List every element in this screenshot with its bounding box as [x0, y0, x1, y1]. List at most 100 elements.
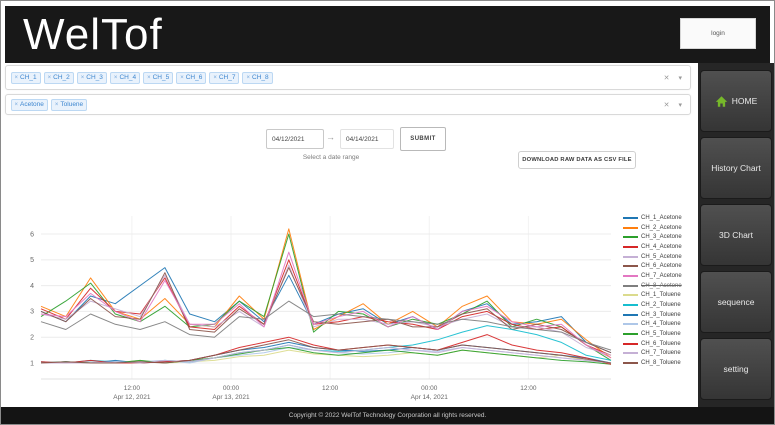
remove-tag-icon[interactable]: × — [80, 74, 85, 81]
x-tick-time: 00:00 — [421, 385, 438, 392]
history-chart-svg: 1 2 3 4 5 6 12:00 Apr 12, 2021 00:00 Apr 13, 2021… — [30, 216, 612, 401]
sidebar-item-home[interactable]: HOME — [700, 70, 772, 132]
tag-channel-ch_3[interactable]: × CH_3 — [76, 71, 107, 84]
legend-item-ch_3_acetone[interactable]: CH_3_Acetone — [623, 232, 682, 242]
remove-tag-icon[interactable]: × — [213, 74, 217, 81]
login-button[interactable]: login — [680, 18, 756, 49]
legend-item-ch_7_acetone[interactable]: CH_7_Acetone — [623, 271, 682, 281]
y-tick-label: 5 — [30, 257, 34, 264]
submit-button[interactable]: SUBMIT — [400, 127, 446, 151]
legend-item-ch_4_acetone[interactable]: CH_4_Acetone — [623, 242, 682, 252]
legend-item-ch_1_acetone[interactable]: CH_1_Acetone — [623, 213, 682, 223]
tag-channel-ch_4[interactable]: × CH_4 — [109, 71, 141, 84]
tag-label: CH_2 — [53, 74, 70, 81]
sidebar-item-label: HOME — [731, 96, 758, 106]
history-chart: 1 2 3 4 5 6 12:00 Apr 12, 2021 00:00 Apr 13, 2021… — [1, 196, 701, 408]
download-csv-button[interactable]: DOWNLOAD RAW DATA AS CSV FILE — [518, 151, 636, 169]
x-tick-date: Apr 13, 2021 — [212, 394, 250, 401]
remove-tag-icon[interactable]: × — [14, 74, 19, 81]
sidebar-item-sequence[interactable]: sequence — [700, 271, 772, 333]
legend-label: CH_4_Toluene — [641, 321, 681, 328]
tag-compound-acetone[interactable]: × Acetone — [10, 98, 48, 111]
series-line-ch_1_acetone — [40, 267, 612, 354]
header: WelTof login — [5, 6, 770, 63]
footer: Copyright © 2022 WelTof Technology Corpo… — [1, 407, 774, 424]
series-line-ch_7_toluene — [41, 344, 612, 364]
copyright-text: Copyright © 2022 WelTof Technology Corpo… — [288, 412, 487, 419]
legend-item-ch_6_toluene[interactable]: CH_6_Toluene — [623, 339, 682, 349]
tag-channel-ch_1[interactable]: × CH_1 — [10, 71, 41, 84]
sidebar-item-setting[interactable]: setting — [700, 338, 772, 400]
tag-label: CH_4 — [119, 74, 137, 81]
clear-all-icon[interactable]: ✕ — [663, 74, 670, 82]
remove-tag-icon[interactable]: × — [113, 74, 118, 81]
tag-label: Toluene — [60, 101, 84, 108]
y-tick-label: 2 — [30, 335, 34, 342]
legend-label: CH_4_Acetone — [641, 243, 682, 250]
series-line-ch_8_toluene — [40, 339, 612, 364]
legend-item-ch_3_toluene[interactable]: CH_3_Toluene — [623, 310, 682, 320]
sidebar-item-label: 3D Chart — [718, 230, 753, 240]
series-line-ch_6_acetone — [40, 267, 612, 354]
legend-item-ch_4_toluene[interactable]: CH_4_Toluene — [623, 320, 682, 330]
x-tick-time: 12:00 — [322, 385, 339, 392]
legend-label: CH_2_Acetone — [641, 224, 682, 231]
legend-swatch — [623, 362, 638, 365]
legend-item-ch_5_toluene[interactable]: CH_5_Toluene — [623, 329, 682, 339]
legend-item-ch_6_acetone[interactable]: CH_6_Acetone — [623, 261, 682, 271]
remove-tag-icon[interactable]: × — [147, 74, 151, 81]
sidebar-item-label: setting — [723, 364, 749, 374]
legend-swatch — [623, 255, 638, 258]
legend-label: CH_2_Toluene — [641, 302, 681, 309]
start-date-input[interactable] — [266, 129, 324, 149]
legend-item-ch_8_acetone[interactable]: CH_8_Acetone — [623, 281, 682, 291]
series-line-ch_7_acetone — [40, 251, 612, 359]
clear-all-icon[interactable]: ✕ — [663, 101, 670, 109]
compound-multiselect[interactable]: × Acetone × Toluene ✕ ▾ — [5, 94, 691, 115]
x-tick-date: Apr 12, 2021 — [113, 394, 151, 401]
end-date-input[interactable] — [340, 129, 394, 149]
series-line-ch_5_toluene — [40, 347, 612, 365]
x-tick-time: 00:00 — [223, 385, 240, 392]
tag-label: Acetone — [20, 101, 44, 108]
legend-item-ch_1_toluene[interactable]: CH_1_Toluene — [623, 291, 682, 301]
tag-channel-ch_5[interactable]: × CH_5 — [143, 71, 174, 84]
chevron-down-icon[interactable]: ▾ — [678, 74, 682, 82]
sidebar-item-history-chart[interactable]: History Chart — [700, 137, 772, 199]
remove-tag-icon[interactable]: × — [47, 74, 52, 81]
compound-select-controls: ✕ ▾ — [664, 101, 687, 109]
sidebar-item-3d-chart[interactable]: 3D Chart — [700, 204, 772, 266]
legend-item-ch_2_acetone[interactable]: CH_2_Acetone — [623, 223, 682, 233]
legend-swatch — [623, 236, 638, 239]
remove-tag-icon[interactable]: × — [246, 74, 250, 81]
y-tick-label: 6 — [30, 231, 34, 238]
legend-label: CH_3_Toluene — [641, 311, 681, 318]
legend-swatch — [623, 313, 638, 316]
tag-channel-ch_8[interactable]: × CH_8 — [242, 71, 273, 84]
tag-channel-ch_2[interactable]: × CH_2 — [43, 71, 74, 84]
tag-channel-ch_6[interactable]: × CH_6 — [176, 71, 207, 84]
legend-item-ch_7_toluene[interactable]: CH_7_Toluene — [623, 349, 682, 359]
tag-compound-toluene[interactable]: × Toluene — [50, 98, 88, 111]
tag-label: CH_6 — [185, 74, 203, 81]
tag-label: CH_8 — [252, 74, 269, 81]
legend-swatch — [623, 294, 638, 297]
series-line-ch_4_toluene — [41, 347, 612, 364]
legend-item-ch_5_acetone[interactable]: CH_5_Acetone — [623, 252, 682, 262]
legend-label: CH_8_Acetone — [641, 282, 682, 289]
channel-multiselect[interactable]: × CH_1 × CH_2 × CH_3 × CH_4 × CH_5 × CH_6 × CH_7 × CH_8… — [5, 65, 691, 90]
remove-tag-icon[interactable]: × — [54, 101, 59, 108]
home-icon — [715, 95, 727, 107]
legend-item-ch_8_toluene[interactable]: CH_8_Toluene — [623, 358, 682, 368]
legend-label: CH_3_Acetone — [641, 234, 682, 241]
tag-channel-ch_7[interactable]: × CH_7 — [209, 71, 240, 84]
legend-label: CH_1_Acetone — [641, 214, 682, 221]
legend-item-ch_2_toluene[interactable]: CH_2_Toluene — [623, 300, 682, 310]
series-line-ch_3_acetone — [40, 233, 612, 361]
remove-tag-icon[interactable]: × — [180, 74, 184, 81]
legend-swatch — [623, 323, 638, 326]
remove-tag-icon[interactable]: × — [14, 101, 19, 108]
legend-swatch — [623, 333, 638, 336]
channel-tags: × CH_1 × CH_2 × CH_3 × CH_4 × CH_5 × CH_6 × CH_7 × CH_8 — [9, 71, 664, 84]
chevron-down-icon[interactable]: ▾ — [678, 101, 682, 109]
